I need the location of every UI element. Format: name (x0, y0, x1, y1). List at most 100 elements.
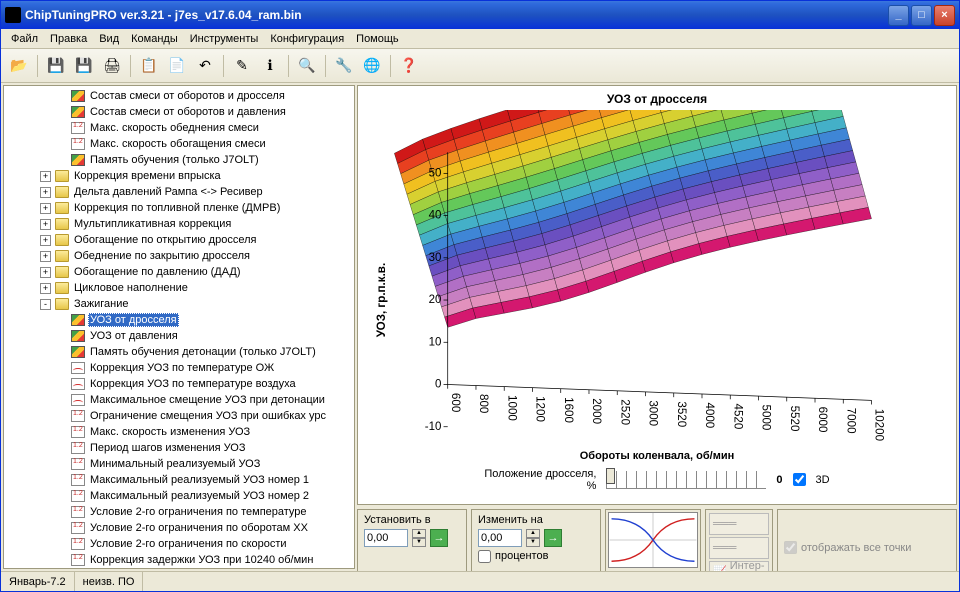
change-value-input[interactable] (478, 529, 522, 547)
tree-item[interactable]: Максимальное смещение УОЗ при детонации (4, 392, 354, 408)
tree-item[interactable]: +Обеднение по закрытию дросселя (4, 248, 354, 264)
tree-item[interactable]: Макс. скорость обеднения смеси (4, 120, 354, 136)
table3d-icon (71, 106, 85, 118)
show-points-checkbox[interactable] (784, 541, 797, 554)
tree-item[interactable]: Макс. скорость изменения УОЗ (4, 424, 354, 440)
svg-text:1000: 1000 (505, 395, 517, 421)
globe-icon[interactable]: 🌐 (360, 54, 384, 78)
tree-item[interactable]: + Коррекция времени впрыска (4, 168, 354, 184)
expand-toggle[interactable]: + (40, 187, 51, 198)
status-cell-1: Январь-7.2 (1, 572, 75, 591)
menu-item[interactable]: Правка (44, 31, 93, 47)
search-icon[interactable]: 🔍 (295, 54, 319, 78)
expand-toggle[interactable]: + (40, 171, 51, 182)
svg-text:3520: 3520 (675, 401, 687, 427)
tree-item[interactable]: +Мультипликативная коррекция (4, 216, 354, 232)
interpolation-button[interactable]: 📈Интер- поляция (709, 561, 769, 571)
slider-thumb[interactable] (606, 468, 615, 484)
tree-item[interactable]: +Дельта давлений Рампа <-> Ресивер (4, 184, 354, 200)
tree-item-label: Макс. скорость обогащения смеси (88, 138, 268, 150)
expand-toggle[interactable]: + (40, 251, 51, 262)
tree-item[interactable]: Память обучения (только J7OLT) (4, 152, 354, 168)
undo-icon[interactable]: ↶ (193, 54, 217, 78)
tree-item[interactable]: Условие 2-го ограничения по температуре (4, 504, 354, 520)
open-icon[interactable]: 📂 (7, 54, 31, 78)
tree-item[interactable]: Максимальный реализуемый УОЗ номер 2 (4, 488, 354, 504)
tree-item[interactable]: Условие 2-го ограничения по скорости (4, 536, 354, 552)
tree-view[interactable]: Состав смеси от оборотов и дросселяСоста… (3, 85, 355, 569)
tool-icon[interactable]: 🔧 (332, 54, 356, 78)
tree-item[interactable]: Условие 2-го ограничения по оборотам ХХ (4, 520, 354, 536)
tree-item[interactable]: Период шагов изменения УОЗ (4, 440, 354, 456)
tree-item[interactable]: Максимальный реализуемый УОЗ номер 1 (4, 472, 354, 488)
tree-item[interactable]: -Зажигание (4, 296, 354, 312)
toolbar: 📂 💾 💾 🖨 📋 📄 ↶ ✎ ℹ 🔍 🔧 🌐 ❓ (1, 49, 959, 83)
expand-toggle[interactable]: - (40, 299, 51, 310)
menu-item[interactable]: Конфигурация (264, 31, 350, 47)
tree-item[interactable]: +Цикловое наполнение (4, 280, 354, 296)
tree-item[interactable]: +Обогащение по давлению (ДАД) (4, 264, 354, 280)
tree-item[interactable]: Память обучения детонации (только J7OLT) (4, 344, 354, 360)
tree-item-label: Макс. скорость изменения УОЗ (88, 426, 252, 438)
tree-item[interactable]: УОЗ от дросселя (4, 312, 354, 328)
close-button[interactable]: × (934, 5, 955, 26)
tree-item[interactable]: Ограничение смещения УОЗ при ошибках урс (4, 408, 354, 424)
menu-item[interactable]: Инструменты (184, 31, 265, 47)
minimize-button[interactable]: _ (888, 5, 909, 26)
chart-panel: УОЗ от дросселя -10010203040506008001000… (357, 85, 957, 505)
tree-item[interactable]: Минимальный реализуемый УОЗ (4, 456, 354, 472)
adjust-button-2[interactable]: ═══ (709, 537, 769, 559)
menu-item[interactable]: Команды (125, 31, 184, 47)
expand-toggle[interactable]: + (40, 267, 51, 278)
menu-item[interactable]: Файл (5, 31, 44, 47)
tree-item[interactable]: Состав смеси от оборотов и давления (4, 104, 354, 120)
tree-item[interactable]: Коррекция УОЗ по температуре ОЖ (4, 360, 354, 376)
set-value-input[interactable] (364, 529, 408, 547)
tree-item[interactable]: УОЗ от давления (4, 328, 354, 344)
preview-panel (605, 509, 701, 571)
tree-item-label: Коррекция времени впрыска (72, 170, 223, 182)
tree-item[interactable]: +Коррекция по топливной пленке (ДМРВ) (4, 200, 354, 216)
menu-item[interactable]: Вид (93, 31, 125, 47)
3d-checkbox[interactable] (793, 473, 806, 486)
tree-item[interactable]: Коррекция задержки УОЗ при 10240 об/мин (4, 552, 354, 568)
info-icon[interactable]: ℹ (258, 54, 282, 78)
help-icon[interactable]: ❓ (397, 54, 421, 78)
tree-item[interactable]: Д.К. УОЗ по добавочному топливу (4, 568, 354, 569)
val-icon (71, 474, 85, 486)
save-icon[interactable]: 💾 (44, 54, 68, 78)
tree-item[interactable]: Коррекция УОЗ по температуре воздуха (4, 376, 354, 392)
chart-3d-surface[interactable]: -100102030405060080010001200160020002520… (364, 110, 950, 448)
tree-item-label: Макс. скорость обеднения смеси (88, 122, 261, 134)
svg-text:4000: 4000 (703, 402, 715, 428)
expand-toggle[interactable]: + (40, 203, 51, 214)
tree-item[interactable]: Состав смеси от оборотов и дросселя (4, 88, 354, 104)
tree-item[interactable]: + Обогащение по открытию дросселя (4, 232, 354, 248)
tree-item-label: Максимальный реализуемый УОЗ номер 2 (88, 490, 311, 502)
tree-item[interactable]: Макс. скорость обогащения смеси (4, 136, 354, 152)
adjust-button-1[interactable]: ═══ (709, 513, 769, 535)
svg-text:5520: 5520 (788, 406, 800, 432)
tree-item-label: УОЗ от давления (88, 330, 180, 342)
maximize-button[interactable]: □ (911, 5, 932, 26)
save-as-icon[interactable]: 💾 (72, 54, 96, 78)
paste-icon[interactable]: 📄 (165, 54, 189, 78)
change-spinner[interactable]: ▲▼ (526, 529, 540, 547)
print-icon[interactable]: 🖨 (100, 54, 124, 78)
folder-icon (55, 202, 69, 214)
change-apply-button[interactable]: → (544, 529, 562, 547)
expand-toggle[interactable]: + (40, 283, 51, 294)
percent-checkbox[interactable] (478, 550, 491, 563)
menu-bar: ФайлПравкаВидКомандыИнструментыКонфигура… (1, 29, 959, 49)
tree-item-label: Обогащение по открытию дросселя (72, 234, 258, 246)
throttle-slider[interactable] (606, 471, 766, 489)
set-spinner[interactable]: ▲▼ (412, 529, 426, 547)
menu-item[interactable]: Помощь (350, 31, 405, 47)
edit-icon[interactable]: ✎ (230, 54, 254, 78)
expand-toggle[interactable]: + (40, 219, 51, 230)
expand-toggle[interactable]: + (40, 235, 51, 246)
svg-text:40: 40 (429, 210, 442, 222)
set-apply-button[interactable]: → (430, 529, 448, 547)
copy-icon[interactable]: 📋 (137, 54, 161, 78)
folder-icon (55, 186, 69, 198)
